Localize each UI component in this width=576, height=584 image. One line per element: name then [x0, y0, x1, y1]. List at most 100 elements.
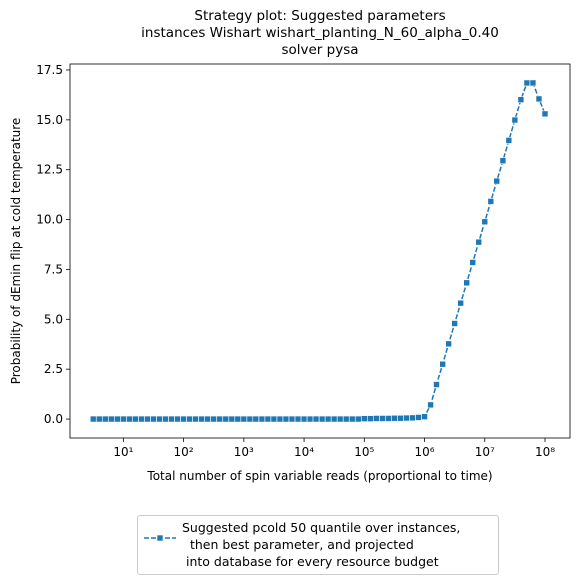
data-point: [367, 415, 374, 422]
x-tick-label: 10¹: [113, 445, 133, 459]
data-point: [505, 137, 513, 144]
data-point: [354, 415, 362, 423]
data-point: [270, 415, 278, 423]
data-point: [282, 415, 290, 423]
data-point: [409, 414, 416, 422]
data-point: [101, 415, 109, 423]
y-axis-label: Probability of dEmin flip at cold temper…: [9, 118, 23, 385]
data-point: [361, 415, 368, 422]
data-point: [318, 415, 326, 423]
data-point: [222, 415, 230, 423]
data-point: [535, 95, 543, 103]
legend-marker: [156, 534, 164, 542]
x-tick-label: 10⁵: [354, 445, 374, 459]
y-tick-label: 5.0: [44, 312, 63, 326]
data-point: [511, 116, 519, 124]
y-tick-label: 15.0: [36, 113, 63, 127]
data-point: [252, 415, 260, 423]
legend-swatch: [144, 534, 176, 542]
data-point: [204, 415, 211, 423]
data-point: [385, 415, 392, 422]
y-tick-label: 12.5: [36, 163, 63, 177]
data-point: [493, 177, 501, 185]
data-point: [144, 415, 151, 423]
data-point: [457, 299, 464, 307]
data-point: [324, 415, 332, 423]
data-point: [95, 415, 103, 423]
data-point: [403, 414, 410, 422]
data-point: [306, 415, 314, 423]
data-point: [276, 415, 284, 423]
x-tick-label: 10²: [174, 445, 194, 459]
data-point: [517, 96, 525, 104]
data-point: [348, 415, 356, 423]
x-tick-label: 10⁴: [294, 445, 314, 459]
data-point: [499, 157, 507, 165]
y-tick-label: 7.5: [44, 262, 63, 276]
data-point: [186, 415, 193, 423]
data-point: [89, 415, 97, 423]
data-point: [427, 401, 434, 409]
data-point: [312, 415, 320, 423]
data-point: [126, 415, 133, 423]
data-point: [300, 415, 308, 423]
data-point: [168, 415, 175, 423]
data-point: [330, 415, 338, 423]
data-point: [421, 413, 428, 420]
data-point: [433, 381, 440, 388]
data-point: [258, 415, 266, 423]
y-tick-label: 2.5: [44, 362, 63, 376]
data-point: [379, 415, 386, 422]
data-point: [397, 414, 404, 422]
data-point: [288, 415, 296, 423]
data-point: [294, 415, 302, 423]
data-point: [523, 79, 531, 87]
data-point: [162, 415, 169, 423]
data-point: [336, 415, 344, 423]
data-point: [342, 415, 350, 423]
x-tick-label: 10³: [234, 445, 254, 459]
data-point: [481, 218, 489, 226]
data-point: [541, 110, 549, 118]
x-tick-label: 10⁷: [475, 445, 495, 459]
data-point: [372, 415, 380, 422]
data-point: [210, 415, 218, 423]
data-point: [228, 415, 236, 423]
y-tick-label: 10.0: [36, 213, 63, 227]
data-point: [114, 415, 121, 423]
data-point: [234, 415, 242, 423]
data-point: [246, 415, 254, 423]
series-line: [93, 82, 546, 420]
data-point: [138, 415, 145, 423]
data-point: [529, 79, 537, 87]
data-point: [180, 415, 187, 423]
data-point: [156, 415, 163, 423]
data-point: [174, 415, 181, 423]
data-point: [439, 360, 446, 368]
y-tick-label: 0.0: [44, 412, 63, 426]
data-point: [445, 340, 452, 348]
x-axis-label: Total number of spin variable reads (pro…: [146, 469, 492, 483]
data-point: [264, 415, 272, 423]
data-point: [391, 414, 398, 422]
y-tick-label: 17.5: [36, 63, 63, 77]
data-point: [451, 320, 458, 327]
data-point: [192, 415, 199, 423]
plot-frame: [69, 63, 571, 439]
data-point: [240, 415, 248, 423]
data-point: [108, 415, 115, 423]
data-point: [216, 415, 224, 423]
x-tick-label: 10⁸: [535, 445, 555, 459]
data-point: [487, 198, 495, 205]
data-point: [475, 238, 483, 246]
data-point: [463, 279, 470, 287]
data-point: [415, 414, 422, 421]
data-point: [198, 415, 206, 423]
data-point: [120, 415, 127, 423]
data-point: [132, 415, 139, 423]
legend: Suggested pcold 50 quantile over instanc…: [137, 515, 499, 575]
chart-title: Strategy plot: Suggested parameters inst…: [141, 8, 499, 58]
legend-label: Suggested pcold 50 quantile over instanc…: [182, 520, 461, 569]
